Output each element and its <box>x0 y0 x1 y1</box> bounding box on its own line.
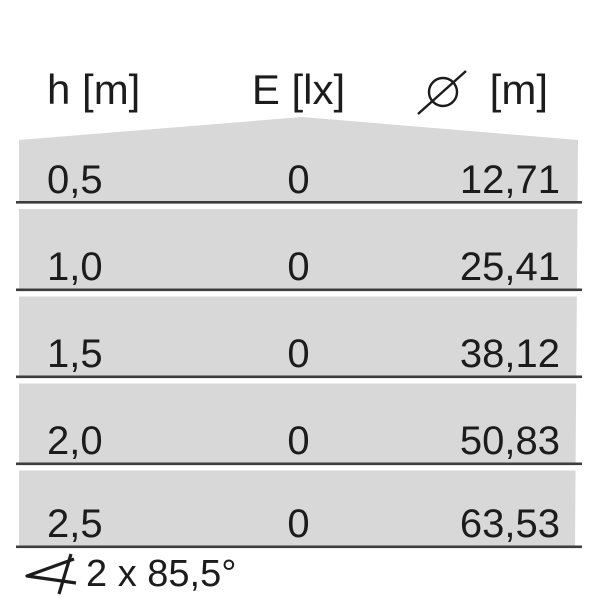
cell-diameter: 38,12 <box>459 332 560 376</box>
beam-angle-label: 2 x 85,5° <box>86 553 237 595</box>
beam-angle-row: 2 x 85,5° <box>24 551 236 597</box>
cell-height: 2,5 <box>47 502 103 546</box>
column-header-height: h [m] <box>47 66 141 113</box>
cell-height: 1,0 <box>47 245 103 289</box>
table-row: 1,0 0 25,41 <box>19 247 578 288</box>
column-header-diameter-unit: [m] <box>489 66 548 113</box>
diameter-icon <box>417 70 467 115</box>
row-rule <box>16 375 582 379</box>
table-row: 1,5 0 38,12 <box>19 334 578 375</box>
row-gap <box>12 203 588 209</box>
row-gap <box>12 291 588 297</box>
row-rule <box>16 201 582 204</box>
light-cone-shape <box>19 117 578 547</box>
table-row: 0,5 0 12,71 <box>19 160 578 201</box>
cell-illuminance: 0 <box>287 502 310 546</box>
cell-diameter: 63,53 <box>459 502 560 546</box>
cell-height: 2,0 <box>47 419 103 463</box>
column-header-illuminance: E [lx] <box>251 66 346 113</box>
cell-illuminance: 0 <box>287 245 310 289</box>
row-rule <box>16 545 582 549</box>
table-row: 2,0 0 50,83 <box>19 421 578 462</box>
cell-illuminance: 0 <box>287 158 310 202</box>
row-rule <box>16 288 582 292</box>
row-gap <box>12 465 588 471</box>
cell-diameter: 25,41 <box>459 245 560 289</box>
row-gap <box>12 378 588 384</box>
beam-angle-icon <box>25 553 77 595</box>
cell-height: 0,5 <box>47 158 103 202</box>
cell-diameter: 12,71 <box>459 158 560 202</box>
cell-height: 1,5 <box>47 332 103 376</box>
cell-illuminance: 0 <box>287 332 310 376</box>
column-header-diameter: [m] <box>412 64 548 120</box>
cell-diameter: 50,83 <box>459 419 560 463</box>
table-row: 2,5 0 63,53 <box>19 504 578 545</box>
row-rule <box>16 462 582 466</box>
cell-illuminance: 0 <box>287 419 310 463</box>
